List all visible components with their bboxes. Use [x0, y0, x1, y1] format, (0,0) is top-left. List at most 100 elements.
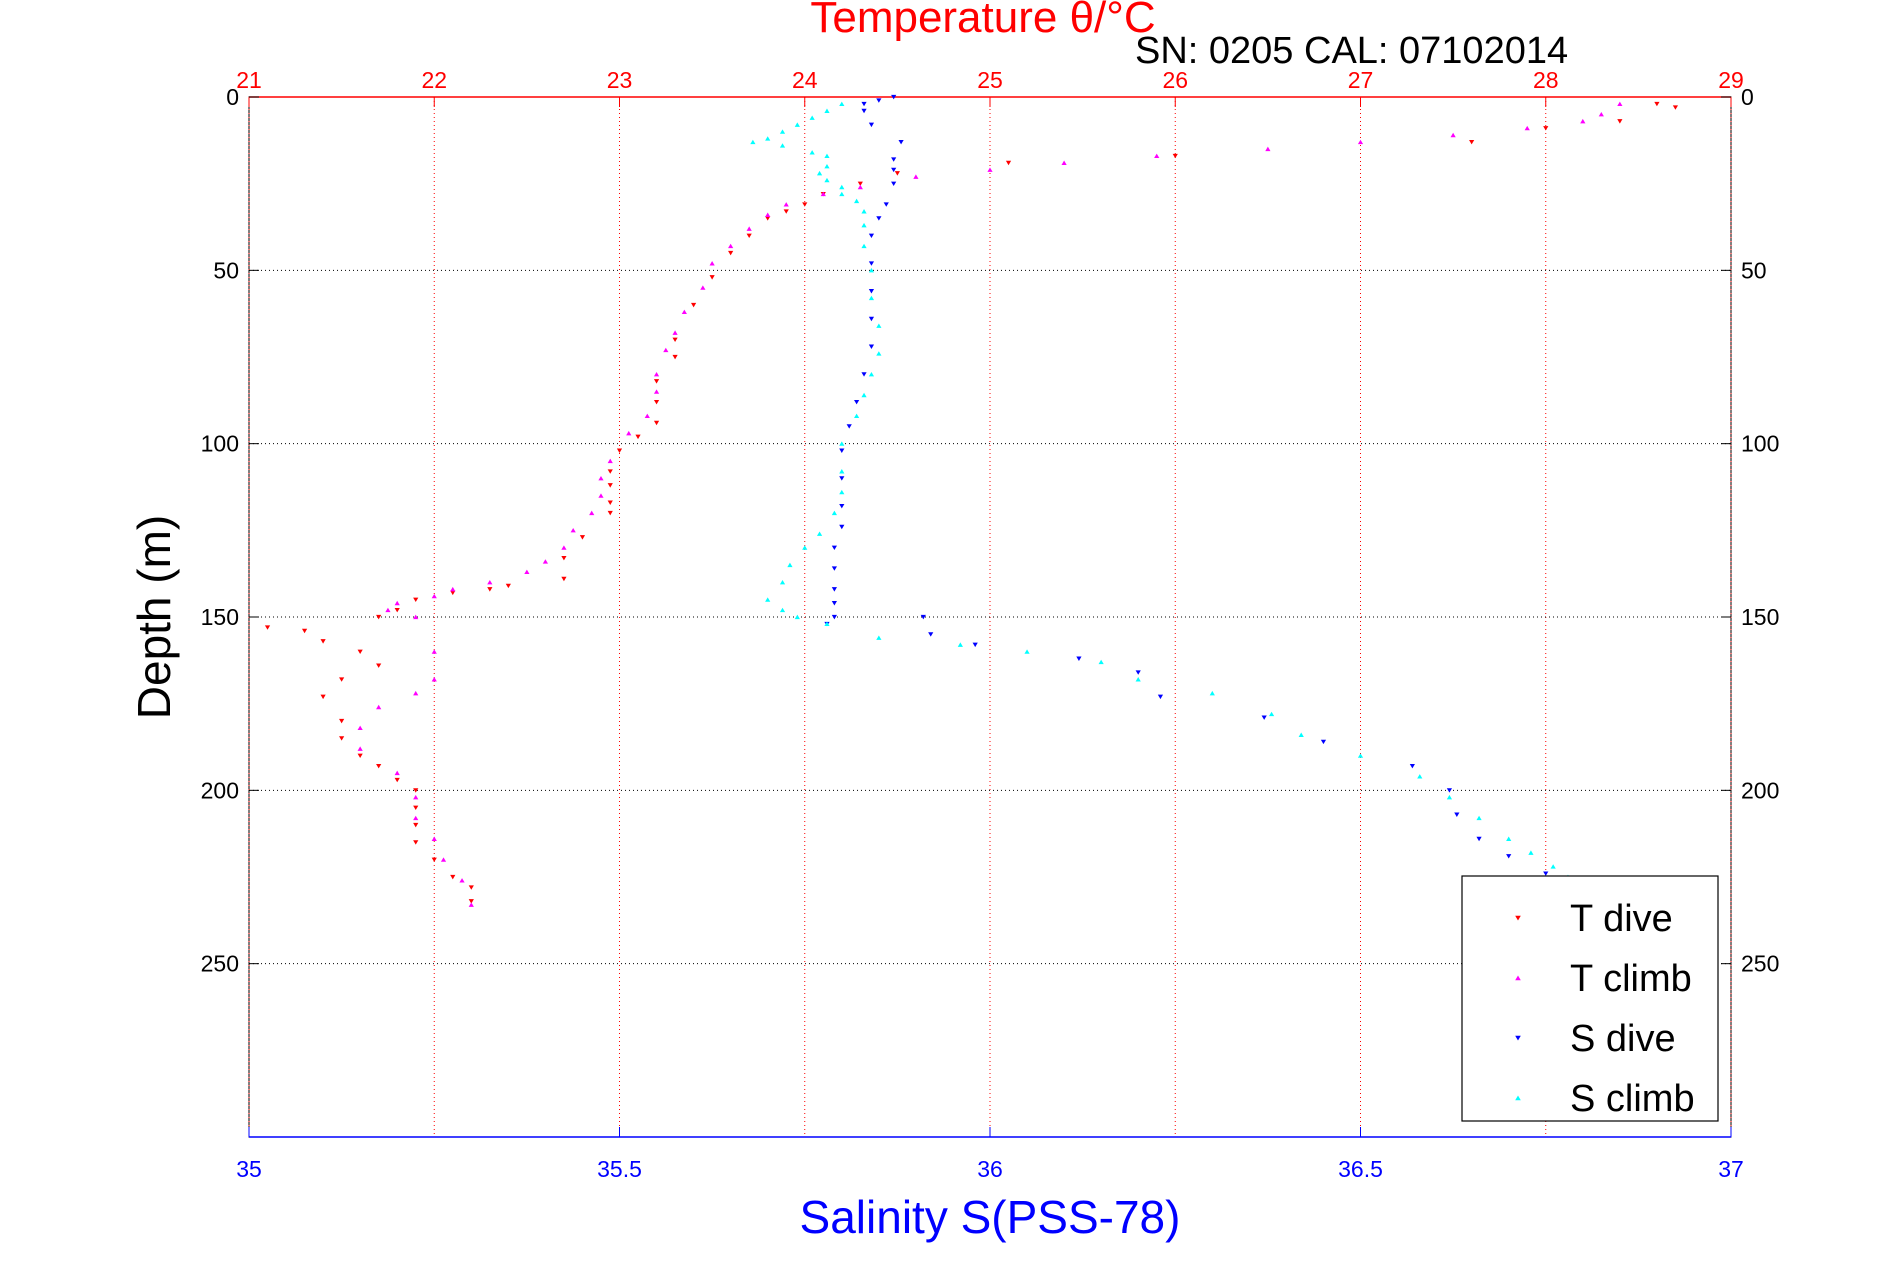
- data-point-t-dive: [653, 420, 660, 426]
- data-point-s-dive: [861, 372, 867, 377]
- data-point-s-climb: [868, 267, 875, 273]
- y-tick-label-left: 100: [201, 431, 239, 457]
- data-point-t-dive: [413, 840, 419, 845]
- data-point-s-dive: [854, 399, 860, 405]
- data-point-t-climb: [598, 475, 604, 481]
- data-point-t-climb: [542, 559, 548, 564]
- data-point-s-dive: [883, 202, 889, 207]
- data-point-t-dive: [1005, 160, 1012, 166]
- legend-marker-t-climb: [1515, 975, 1521, 981]
- bottom-tick-label: 37: [1718, 1156, 1744, 1182]
- data-point-s-dive: [831, 614, 837, 620]
- data-point-t-climb: [987, 167, 993, 172]
- data-point-t-dive: [413, 822, 419, 828]
- data-point-t-climb: [1154, 153, 1160, 159]
- data-point-t-dive: [413, 597, 419, 603]
- data-point-s-climb: [1268, 711, 1275, 717]
- data-point-t-climb: [357, 746, 363, 751]
- data-point-s-dive: [868, 233, 875, 239]
- data-point-s-climb: [1298, 732, 1304, 737]
- data-point-t-dive: [607, 483, 613, 488]
- data-point-s-climb: [1446, 794, 1453, 800]
- data-point-s-dive: [868, 122, 875, 128]
- x-axis-label: Salinity S(PSS-78): [800, 1191, 1181, 1243]
- data-point-t-dive: [802, 202, 808, 207]
- data-point-t-climb: [357, 725, 363, 731]
- data-point-t-dive: [301, 628, 308, 634]
- data-point-t-dive: [607, 469, 613, 474]
- data-point-s-dive: [831, 566, 837, 571]
- data-point-t-dive: [413, 805, 419, 811]
- data-point-s-climb: [854, 413, 860, 419]
- data-point-s-climb: [1135, 677, 1141, 682]
- data-point-s-climb: [779, 607, 786, 613]
- data-point-s-climb: [1506, 836, 1512, 841]
- top-axis-ticks: 21 22 23 24 25 26 27 28 29: [236, 67, 1744, 107]
- data-point-t-dive: [709, 275, 715, 280]
- data-point-s-dive: [1157, 694, 1164, 700]
- data-point-t-dive: [376, 663, 382, 668]
- data-point-s-dive: [920, 614, 926, 620]
- y-tick-label-left: 200: [201, 777, 239, 803]
- data-point-s-dive: [839, 448, 845, 453]
- data-point-s-climb: [1528, 850, 1534, 855]
- top-tick-label: 25: [977, 67, 1003, 93]
- data-point-s-dive: [861, 101, 867, 107]
- data-point-t-dive: [450, 590, 456, 596]
- data-point-t-climb: [607, 458, 613, 464]
- data-point-t-climb: [413, 690, 419, 696]
- data-point-s-climb: [787, 562, 793, 568]
- data-point-t-climb: [431, 836, 437, 841]
- data-points: [264, 94, 1679, 907]
- data-point-t-dive: [339, 736, 345, 741]
- data-point-t-climb: [385, 607, 391, 613]
- data-point-t-climb: [820, 191, 826, 197]
- data-point-t-dive: [746, 233, 752, 239]
- top-tick-label: 27: [1348, 67, 1374, 93]
- data-point-t-climb: [1617, 101, 1623, 107]
- data-point-s-dive: [1543, 871, 1549, 876]
- data-point-s-dive: [891, 181, 897, 187]
- data-point-t-dive: [607, 510, 613, 516]
- data-point-s-dive: [1454, 812, 1460, 817]
- data-point-s-climb: [1209, 690, 1215, 696]
- data-point-t-dive: [450, 874, 456, 880]
- data-point-s-climb: [816, 531, 823, 536]
- data-point-s-dive: [868, 316, 875, 322]
- data-point-t-climb: [394, 770, 400, 776]
- legend-label-t-climb: T climb: [1570, 958, 1692, 1000]
- data-point-s-climb: [868, 295, 875, 301]
- data-point-s-climb: [765, 136, 771, 141]
- data-point-t-dive: [672, 337, 678, 343]
- data-point-s-climb: [861, 243, 867, 249]
- data-point-s-climb: [861, 209, 867, 214]
- data-point-s-climb: [839, 184, 845, 190]
- y-tick-label-right: 250: [1741, 951, 1779, 977]
- data-point-t-climb: [728, 243, 734, 249]
- data-point-t-dive: [1469, 139, 1475, 145]
- top-tick-label: 28: [1533, 67, 1559, 93]
- y-axis-label: Depth (m): [128, 515, 180, 719]
- data-point-t-climb: [589, 510, 595, 516]
- data-point-t-dive: [264, 625, 271, 630]
- bottom-tick-label: 35.5: [597, 1156, 642, 1182]
- data-point-s-climb: [816, 170, 823, 176]
- data-point-t-dive: [468, 885, 474, 890]
- data-point-t-climb: [440, 857, 447, 862]
- data-point-s-climb: [824, 163, 830, 169]
- y-tick-label-left: 50: [213, 257, 239, 283]
- data-point-t-climb: [487, 579, 493, 585]
- data-point-s-climb: [824, 108, 830, 113]
- data-point-t-climb: [570, 527, 576, 533]
- data-point-s-dive: [876, 216, 882, 221]
- data-point-t-dive: [765, 216, 771, 221]
- data-point-s-climb: [794, 122, 800, 127]
- data-point-t-dive: [394, 607, 400, 613]
- data-point-s-dive: [868, 344, 875, 349]
- top-tick-label: 23: [607, 67, 633, 93]
- data-point-t-dive: [320, 694, 326, 700]
- data-point-s-climb: [1098, 659, 1104, 665]
- top-tick-label: 22: [421, 67, 447, 93]
- chart-subtitle: SN: 0205 CAL: 07102014: [1135, 30, 1568, 72]
- data-point-t-climb: [450, 586, 456, 592]
